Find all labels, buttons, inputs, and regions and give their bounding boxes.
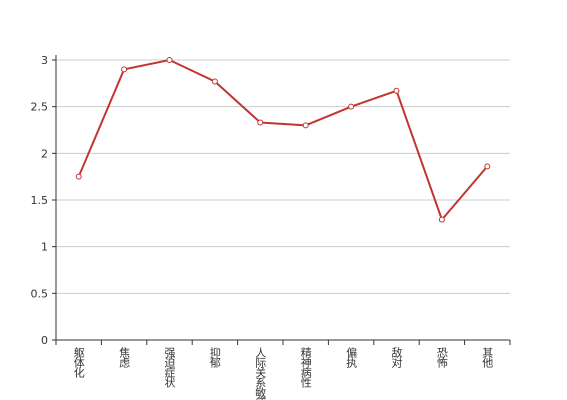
x-tick-label: 强迫症状 [163, 347, 176, 388]
x-tick-label: 偏执 [345, 346, 358, 369]
point [211, 78, 218, 85]
y-tick-label: 1 [41, 241, 48, 254]
point [348, 103, 355, 110]
point [302, 122, 309, 129]
y-tick-label: 2.5 [31, 101, 49, 114]
point [121, 66, 128, 73]
x-tick-label: 其他 [481, 347, 494, 368]
x-tick-label: 精神病性 [299, 347, 312, 389]
y-tick-label: 2 [41, 147, 48, 160]
y-tick-label: 0.5 [31, 287, 49, 300]
y-tick-label: 1.5 [31, 194, 49, 207]
x-tick-label: 敌对 [390, 346, 403, 368]
y-tick-label: 0 [41, 334, 48, 347]
line [77, 58, 489, 222]
point [166, 57, 173, 63]
point [438, 216, 445, 223]
y-tick-label: 3 [41, 54, 48, 67]
point [257, 119, 264, 126]
x-tick-label: 恐怖 [435, 347, 448, 368]
point [393, 87, 400, 94]
x-tick-label: 抑郁 [208, 346, 221, 368]
x-tick-label: 躯体化 [72, 347, 85, 379]
x-tick-label: 焦虑 [118, 347, 131, 368]
x-tick-label: 人际关系敏感 [254, 347, 267, 400]
point [484, 163, 491, 170]
point [75, 173, 82, 180]
